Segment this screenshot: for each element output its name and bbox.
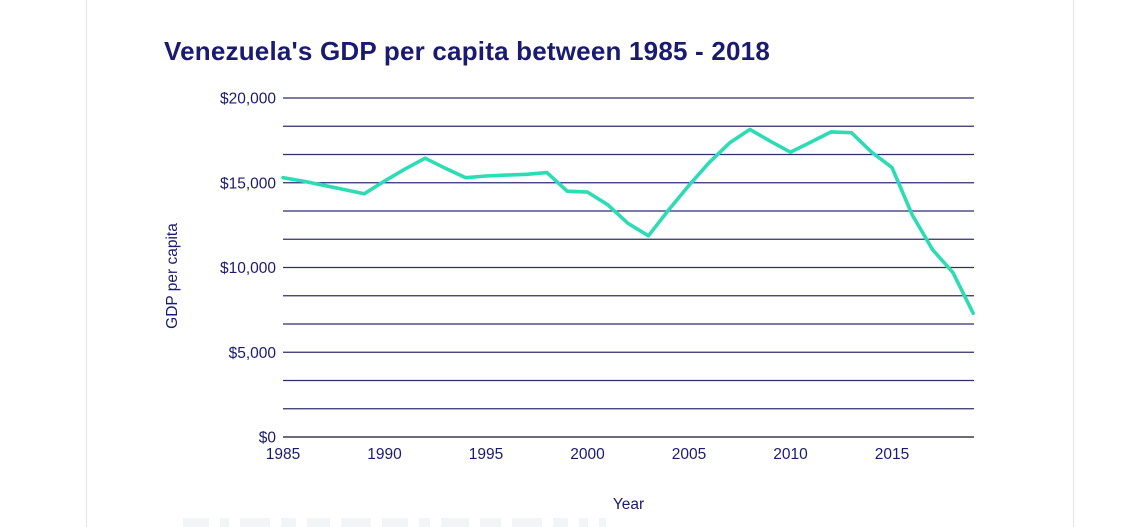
gdp-series-line (281, 127, 976, 316)
x-tick-label: 2015 (875, 446, 909, 463)
x-tick-label: 1995 (469, 446, 503, 463)
x-tick-label: 1985 (266, 446, 300, 463)
y-tick-label: $15,000 (220, 175, 276, 192)
cropped-text-artifact (183, 518, 606, 527)
page-right-border (1073, 0, 1074, 527)
y-tick-label: $20,000 (220, 91, 276, 108)
chart-title: Venezuela's GDP per capita between 1985 … (164, 36, 770, 66)
y-axis-title: GDP per capita (164, 223, 181, 329)
x-tick-label: 1990 (367, 446, 402, 463)
x-tick-label: 2005 (672, 446, 706, 463)
y-tick-label: $0 (259, 430, 277, 447)
y-tick-label: $10,000 (220, 260, 276, 277)
x-tick-label: 2010 (773, 446, 808, 463)
x-axis-title: Year (613, 496, 644, 513)
y-tick-label: $5,000 (229, 345, 277, 362)
page-left-border (86, 0, 87, 527)
x-tick-label: 2000 (570, 446, 605, 463)
